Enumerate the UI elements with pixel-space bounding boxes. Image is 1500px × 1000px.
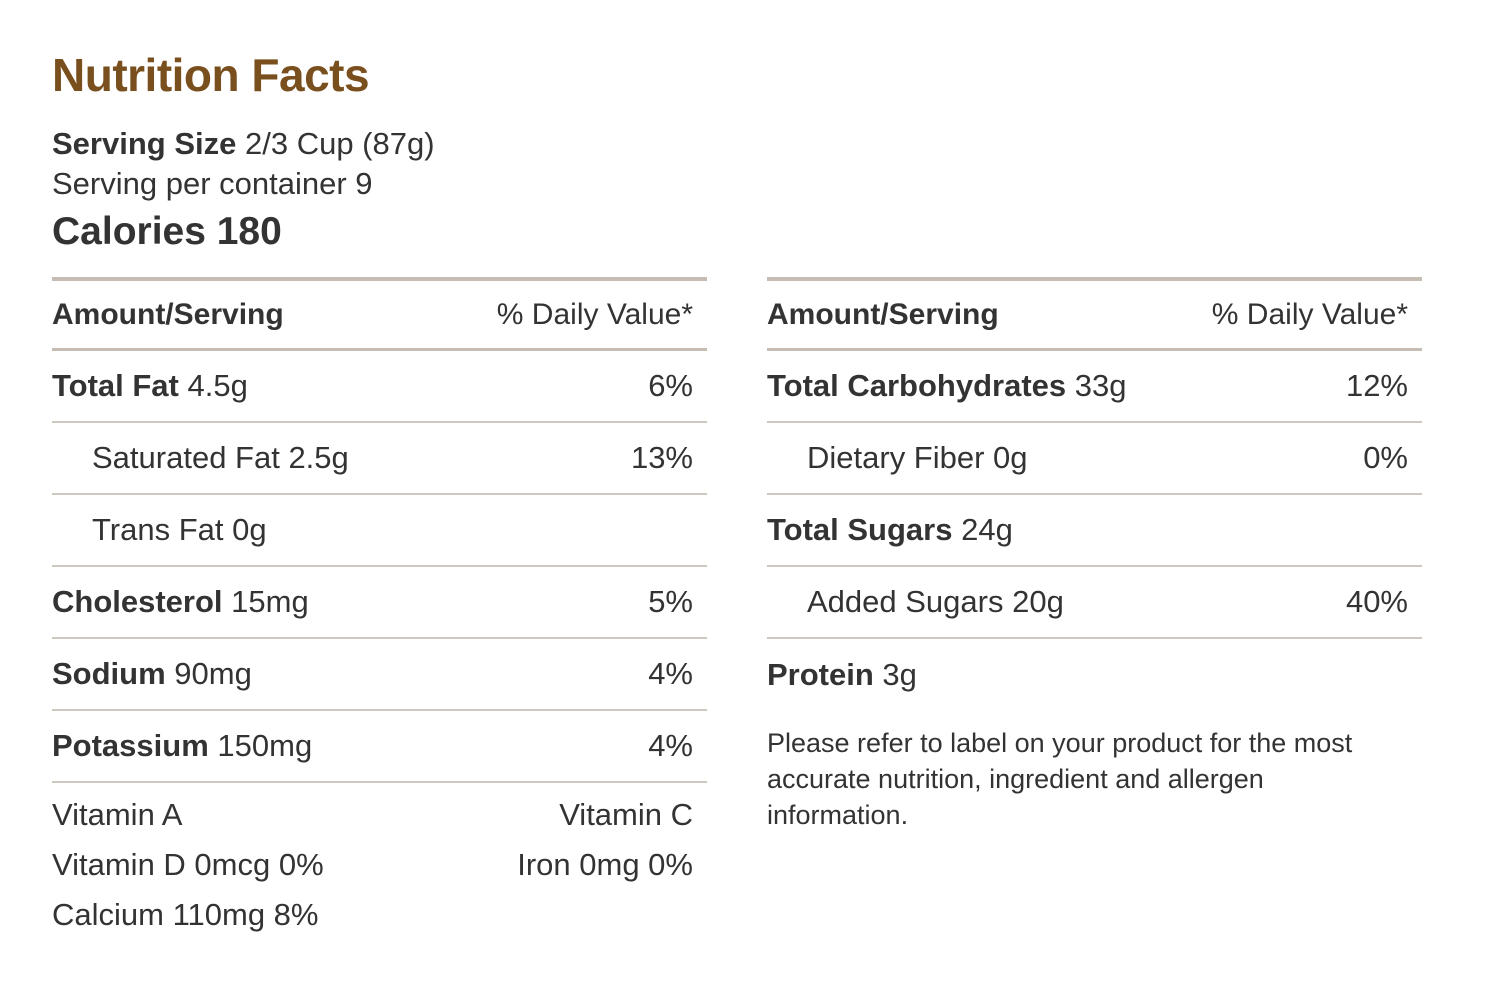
amount-serving-header: Amount/Serving xyxy=(52,297,284,331)
disclaimer-text: Please refer to label on your product fo… xyxy=(767,728,1353,830)
nutrient-daily-value: 5% xyxy=(648,584,693,619)
nutrient-name: Total Carbohydrates xyxy=(767,368,1067,403)
nutrient-label: Total Sugars 24g xyxy=(767,512,1013,548)
vitamin-c: Vitamin C xyxy=(559,797,693,832)
nutrient-daily-value: 13% xyxy=(630,440,693,475)
vitamin-line: Vitamin D 0mcg 0% Iron 0mg 0% xyxy=(52,847,693,897)
nutrient-daily-value: 0% xyxy=(1363,440,1408,475)
nutrient-label: Potassium 150mg xyxy=(52,728,312,764)
vitamin-line: Vitamin A Vitamin C xyxy=(52,797,693,847)
nutrient-name: Cholesterol xyxy=(52,584,223,619)
serving-size-label: Serving Size xyxy=(52,126,237,161)
nutrient-label: Total Fat 4.5g xyxy=(52,368,248,404)
nutrient-name: Total Fat xyxy=(52,368,179,403)
divider xyxy=(52,277,707,281)
nutrient-amount: 90mg xyxy=(174,656,252,691)
calories: Calories 180 xyxy=(52,210,282,253)
nutrient-row-saturated-fat: Saturated Fat 2.5g 13% xyxy=(52,423,707,495)
nutrient-amount: 24g xyxy=(961,512,1013,547)
nutrient-daily-value: 12% xyxy=(1345,368,1408,403)
amount-serving-header: Amount/Serving xyxy=(767,297,999,331)
nutrient-name: Added Sugars 20g xyxy=(807,584,1064,619)
nutrient-name: Protein xyxy=(767,657,874,692)
calcium: Calcium 110mg 8% xyxy=(52,897,319,932)
serving-size: Serving Size 2/3 Cup (87g) xyxy=(52,126,435,162)
nutrient-row-trans-fat: Trans Fat 0g xyxy=(52,495,707,567)
nutrient-row-added-sugars: Added Sugars 20g 40% xyxy=(767,567,1422,639)
column-header: Amount/Serving % Daily Value* xyxy=(52,281,707,351)
vitamin-a: Vitamin A xyxy=(52,797,183,832)
nutrient-name: Sodium xyxy=(52,656,166,691)
nutrient-label: Protein 3g xyxy=(767,657,917,693)
nutrient-name: Total Sugars xyxy=(767,512,953,547)
nutrient-row-sodium: Sodium 90mg 4% xyxy=(52,639,707,711)
nutrient-amount: 15mg xyxy=(231,584,309,619)
nutrient-row-cholesterol: Cholesterol 15mg 5% xyxy=(52,567,707,639)
nutrient-daily-value: 6% xyxy=(648,368,693,403)
nutrient-amount: 33g xyxy=(1074,368,1127,403)
divider xyxy=(767,277,1422,281)
nutrient-row-protein: Protein 3g xyxy=(767,639,1422,711)
nutrient-daily-value: 4% xyxy=(648,656,693,691)
nutrient-label: Total Carbohydrates 33g xyxy=(767,368,1127,404)
nutrient-column-left: Amount/Serving % Daily Value* Total Fat … xyxy=(52,277,707,947)
nutrient-daily-value: 40% xyxy=(1345,584,1408,619)
nutrient-amount: 150mg xyxy=(217,728,313,763)
vitamins-section: Vitamin A Vitamin C Vitamin D 0mcg 0% Ir… xyxy=(52,797,707,947)
iron: Iron 0mg 0% xyxy=(517,847,693,882)
nutrient-name: Potassium xyxy=(52,728,209,763)
servings-per-container: Serving per container 9 xyxy=(52,166,373,201)
nutrient-name: Saturated Fat 2.5g xyxy=(92,440,349,475)
serving-size-value: 2/3 Cup (87g) xyxy=(244,126,435,161)
nutrient-amount: 3g xyxy=(882,657,917,692)
nutrient-row-total-sugars: Total Sugars 24g xyxy=(767,495,1422,567)
nutrient-name: Trans Fat 0g xyxy=(92,512,267,547)
daily-value-header: % Daily Value* xyxy=(496,297,693,331)
nutrient-row-total-carbohydrates: Total Carbohydrates 33g 12% xyxy=(767,351,1422,423)
nutrient-row-total-fat: Total Fat 4.5g 6% xyxy=(52,351,707,423)
vitamin-d: Vitamin D 0mcg 0% xyxy=(52,847,324,882)
nutrient-column-right: Amount/Serving % Daily Value* Total Carb… xyxy=(767,277,1422,833)
nutrient-row-dietary-fiber: Dietary Fiber 0g 0% xyxy=(767,423,1422,495)
nutrient-label: Cholesterol 15mg xyxy=(52,584,309,620)
nutrient-label: Sodium 90mg xyxy=(52,656,252,692)
daily-value-header: % Daily Value* xyxy=(1211,297,1408,331)
vitamin-line: Calcium 110mg 8% xyxy=(52,897,693,947)
page-title: Nutrition Facts xyxy=(52,49,370,101)
column-header: Amount/Serving % Daily Value* xyxy=(767,281,1422,351)
nutrient-amount: 4.5g xyxy=(187,368,248,403)
nutrient-daily-value: 4% xyxy=(648,728,693,763)
nutrient-row-potassium: Potassium 150mg 4% xyxy=(52,711,707,783)
nutrient-name: Dietary Fiber 0g xyxy=(807,440,1028,475)
